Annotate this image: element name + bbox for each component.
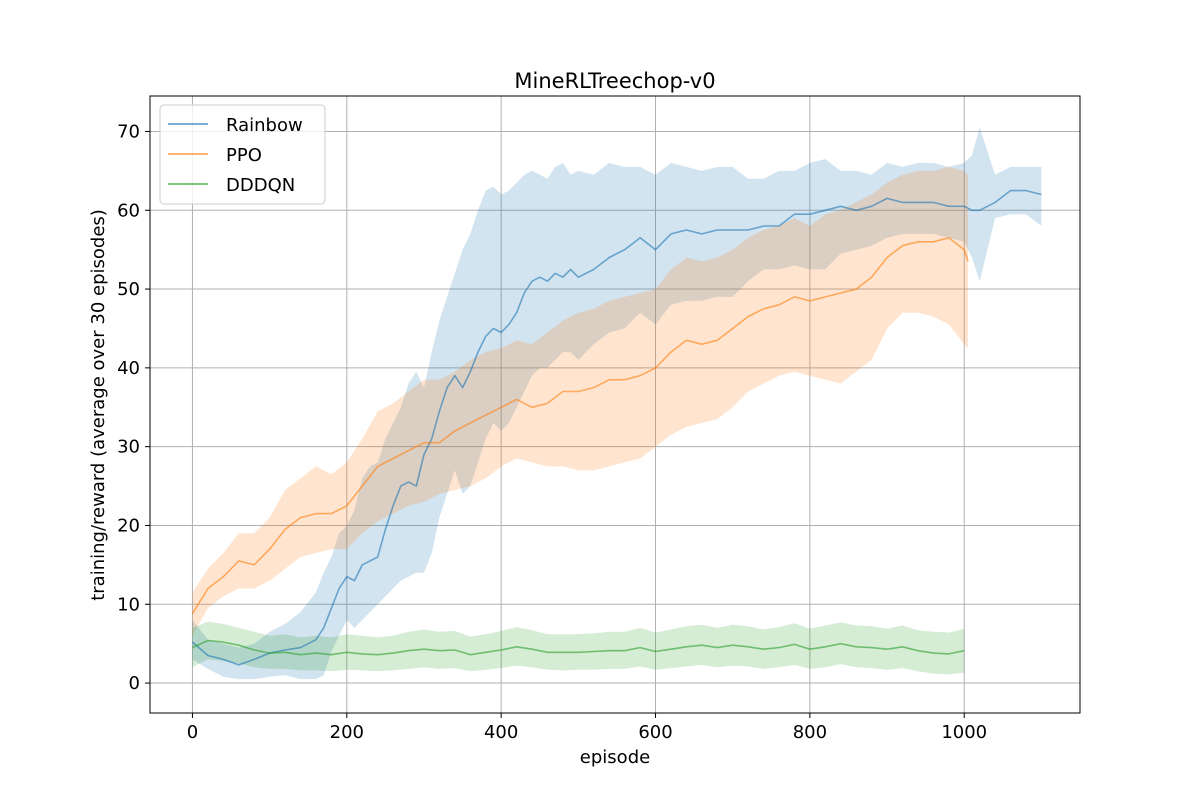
x-tick-label: 600	[638, 722, 672, 743]
chart-title: MineRLTreechop-v0	[514, 69, 715, 93]
plot-frame	[149, 95, 1081, 714]
dddqn-confidence-band	[192, 621, 965, 675]
dddqn-series-line	[192, 639, 965, 656]
series-lines	[191, 189, 1042, 666]
x-tick-label: 800	[793, 722, 827, 743]
legend-label-ppo: PPO	[226, 145, 262, 166]
y-tick-label: 70	[117, 121, 140, 142]
x-tick-label: 200	[330, 722, 364, 743]
y-tick-label: 60	[117, 200, 140, 221]
x-tick-label: 0	[187, 722, 198, 743]
rainbow-confidence-band	[192, 127, 1042, 680]
y-tick-label: 30	[117, 437, 140, 458]
x-tick-label: 400	[484, 722, 518, 743]
y-axis-label: training/reward (average over 30 episode…	[88, 209, 109, 601]
legend-label-rainbow: Rainbow	[226, 115, 303, 136]
y-tick-label: 20	[117, 515, 140, 536]
y-tick-label: 50	[117, 279, 140, 300]
y-tick-label: 40	[117, 358, 140, 379]
rainbow-series-line	[191, 189, 1042, 666]
ppo-series-line	[191, 237, 969, 615]
legend-label-dddqn: DDDQN	[226, 175, 295, 196]
x-tick-label: 1000	[941, 722, 987, 743]
x-axis-label: episode	[580, 747, 650, 768]
axis-ticks: 0 200 400 600 800 1000 0 10 20 30 40 50 60 70	[117, 121, 987, 743]
ppo-confidence-band	[192, 166, 969, 636]
confidence-bands	[192, 127, 1042, 680]
legend-box	[159, 104, 326, 205]
grid	[150, 96, 1080, 713]
y-tick-label: 0	[129, 673, 140, 694]
y-tick-label: 10	[117, 594, 140, 615]
legend: Rainbow PPO DDDQN	[159, 104, 326, 205]
